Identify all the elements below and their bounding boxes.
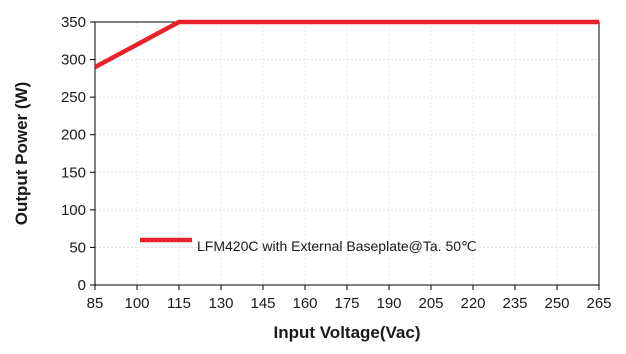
y-tick-label: 350 [61,14,86,31]
x-tick-label: 190 [376,295,401,312]
y-tick-label: 300 [61,52,86,69]
x-tick-label: 235 [502,295,527,312]
x-tick-label: 145 [250,295,275,312]
x-tick-label: 160 [292,295,317,312]
y-tick-label: 0 [78,277,86,294]
x-tick-label: 205 [418,295,443,312]
x-tick-label: 265 [586,295,611,312]
legend-label: LFM420C with External Baseplate@Ta. 50℃ [197,238,477,254]
y-tick-label: 200 [61,127,86,144]
x-tick-label: 115 [167,295,191,312]
y-axis: 0 50 100 150 200 250 300 350 [61,14,95,294]
series-layer [93,19,599,70]
x-tick-label: 130 [208,295,233,312]
y-tick-label: 100 [61,202,86,219]
x-tick-label: 85 [87,295,104,312]
legend: LFM420C with External Baseplate@Ta. 50℃ [140,237,477,254]
x-tick-label: 100 [124,295,149,312]
series-line [93,19,599,70]
y-tick-label: 250 [61,89,86,106]
grid-lines [95,22,599,285]
y-tick-label: 50 [69,239,86,256]
x-axis: 85 100 115 130 145 160 175 190 205 220 235 250 265 [87,285,612,312]
y-axis-title: Output Power (W) [12,82,31,226]
x-tick-label: 175 [334,295,359,312]
x-tick-label: 220 [460,295,485,312]
y-tick-label: 150 [61,164,86,181]
x-tick-label: 250 [544,295,569,312]
x-axis-title: Input Voltage(Vac) [273,323,420,342]
